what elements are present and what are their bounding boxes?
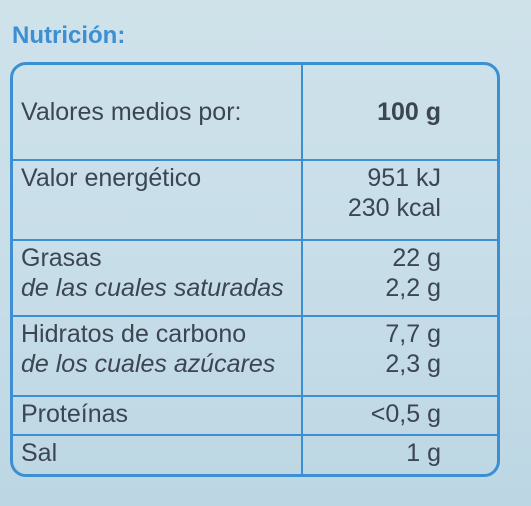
row-label-cell: Proteínas xyxy=(13,397,303,434)
table-row: Grasas de las cuales saturadas 22 g 2,2 g xyxy=(13,239,497,315)
header-row: Valores medios por: 100 g xyxy=(13,65,497,159)
value: 2,3 g xyxy=(385,350,441,378)
label: Grasas xyxy=(21,244,102,272)
value: <0,5 g xyxy=(370,400,441,428)
label: Hidratos de carbono xyxy=(21,320,247,348)
table-row: Sal 1 g xyxy=(13,434,497,474)
table-row: Valor energético 951 kJ 230 kcal xyxy=(13,159,497,239)
row-value-cell: <0,5 g xyxy=(303,397,497,434)
row-label-cell: Hidratos de carbono de los cuales azúcare… xyxy=(13,317,303,395)
nutrition-table: Valores medios por: 100 g Valor energéti… xyxy=(10,62,500,477)
header-value: 100 g xyxy=(377,98,441,126)
header-label: Valores medios por: xyxy=(13,65,303,159)
value: 2,2 g xyxy=(385,274,441,302)
table-row: Hidratos de carbono de los cuales azúcare… xyxy=(13,315,497,395)
row-label-cell: Sal xyxy=(13,436,303,474)
table-row: Proteínas <0,5 g xyxy=(13,395,497,434)
value: 230 kcal xyxy=(347,194,441,222)
row-label-cell: Valor energético xyxy=(13,161,303,239)
value: 7,7 g xyxy=(385,320,441,348)
label: Sal xyxy=(21,439,58,467)
row-value-cell: 22 g 2,2 g xyxy=(303,241,497,315)
row-value-cell: 951 kJ 230 kcal xyxy=(303,161,497,239)
sub-label: de los cuales azúcares xyxy=(21,350,276,378)
value: 22 g xyxy=(392,244,441,272)
title: Nutrición: xyxy=(12,22,126,49)
value: 951 kJ xyxy=(367,164,441,192)
value: 1 g xyxy=(406,439,441,467)
label: Proteínas xyxy=(21,400,129,428)
sub-label: de las cuales saturadas xyxy=(21,274,284,302)
row-label-cell: Grasas de las cuales saturadas xyxy=(13,241,303,315)
row-value-cell: 1 g xyxy=(303,436,497,474)
label: Valor energético xyxy=(21,164,202,192)
row-value-cell: 7,7 g 2,3 g xyxy=(303,317,497,395)
